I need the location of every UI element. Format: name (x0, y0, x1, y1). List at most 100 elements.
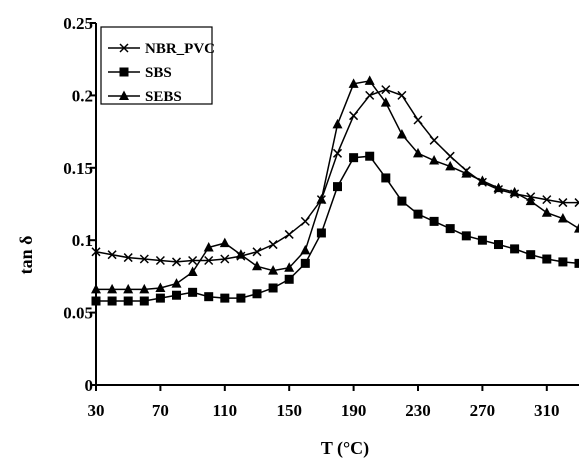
data-point-sbs (220, 293, 230, 303)
data-point-nbr-pvc (574, 198, 579, 208)
x-tick-label: 310 (534, 401, 560, 420)
data-point-sbs (252, 289, 262, 299)
x-tick-label: 230 (405, 401, 431, 420)
data-point-sbs (349, 153, 359, 163)
data-point-sebs (461, 168, 472, 178)
data-point-nbr-pvc (284, 229, 294, 239)
data-point-sebs (541, 207, 552, 217)
data-point-sebs (139, 283, 150, 294)
data-point-nbr-pvc (139, 254, 149, 264)
data-point-sbs (397, 196, 407, 206)
data-point-sbs (494, 240, 503, 250)
data-point-nbr-pvc (558, 198, 568, 208)
data-point-sebs (123, 283, 134, 294)
y-tick-label: 0.15 (63, 159, 93, 178)
legend: NBR_PVC SBS SEBS (100, 26, 215, 105)
series-line-sbs (96, 155, 579, 302)
legend-label-sbs: SBS (145, 65, 172, 81)
x-tick-label: 70 (152, 401, 169, 420)
y-axis-title: tan δ (16, 236, 36, 275)
y-tick-label: 0.1 (72, 231, 93, 250)
data-point-sbs (284, 274, 294, 284)
y-tick-label: 0 (85, 376, 94, 395)
data-point-nbr-pvc (397, 90, 407, 100)
data-point-sbs (413, 209, 423, 219)
x-tick-label: 190 (341, 401, 367, 420)
data-point-sebs (477, 175, 488, 185)
data-point-nbr-pvc (123, 253, 133, 263)
data-point-sbs (139, 296, 149, 306)
data-point-sbs (542, 254, 552, 264)
data-point-sebs (525, 195, 536, 206)
data-point-sbs (510, 244, 520, 254)
data-point-sbs (477, 235, 487, 245)
data-point-nbr-pvc (91, 247, 101, 257)
data-point-sebs (300, 244, 311, 255)
data-point-sebs (91, 283, 101, 294)
data-point-sebs (268, 265, 279, 275)
legend-marker-sbs (119, 67, 129, 77)
data-point-sebs (493, 182, 504, 193)
data-point-sbs (188, 287, 198, 297)
data-point-sebs (509, 186, 520, 197)
data-point-sbs (526, 250, 536, 260)
data-point-sbs (236, 293, 246, 303)
data-point-sebs (235, 249, 246, 259)
data-point-sbs (381, 173, 391, 183)
data-point-sbs (461, 231, 471, 241)
data-point-nbr-pvc (413, 115, 423, 125)
legend-marker-sebs (119, 90, 129, 100)
data-point-sbs (300, 258, 310, 268)
data-point-nbr-pvc (542, 195, 552, 205)
data-point-sbs (365, 151, 375, 161)
data-point-sbs (123, 296, 133, 306)
data-point-nbr-pvc (107, 250, 117, 260)
data-point-sbs (333, 182, 342, 192)
data-point-sebs (203, 241, 214, 252)
data-point-nbr-pvc (429, 135, 439, 145)
data-point-sbs (204, 292, 214, 302)
data-point-nbr-pvc (252, 247, 262, 257)
legend-label-sebs: SEBS (145, 89, 182, 105)
data-point-sbs (316, 228, 326, 238)
data-point-sebs (187, 266, 198, 277)
y-tick-label: 0.2 (72, 86, 93, 105)
data-point-nbr-pvc (220, 254, 230, 264)
x-axis-title: T (°C) (321, 438, 369, 459)
x-tick-label: 110 (213, 401, 238, 420)
data-point-sebs (445, 160, 456, 171)
data-point-sebs (364, 75, 375, 85)
series-line-nbr-pvc (95, 88, 579, 263)
series-sebs (91, 75, 579, 294)
data-point-sbs (429, 216, 439, 226)
x-tick-label: 150 (276, 401, 302, 420)
data-point-sebs (413, 147, 423, 158)
data-point-sebs (219, 237, 230, 248)
data-point-sebs (332, 118, 343, 129)
legend-label-nbr-pvc: NBR_PVC (145, 41, 215, 57)
data-point-nbr-pvc (300, 216, 310, 226)
y-tick-label: 0.05 (63, 304, 93, 323)
data-point-nbr-pvc (268, 240, 278, 250)
data-point-sebs (348, 78, 359, 88)
x-tick-label: 30 (88, 401, 105, 420)
data-point-sebs (284, 262, 295, 272)
series-layer (91, 75, 579, 306)
data-point-sebs (380, 97, 391, 107)
series-nbr-pvc (91, 85, 579, 267)
legend-marker-nbr-pvc (119, 43, 129, 53)
series-sbs (91, 151, 579, 306)
legend-box (100, 26, 213, 105)
data-point-nbr-pvc (204, 255, 214, 266)
data-point-sbs (268, 283, 278, 293)
data-point-nbr-pvc (171, 257, 182, 267)
data-point-nbr-pvc (332, 148, 343, 158)
data-point-sbs (155, 293, 165, 303)
data-point-sebs (574, 223, 579, 233)
y-tick-label: 0.25 (63, 14, 93, 33)
data-point-sebs (171, 278, 182, 288)
data-point-nbr-pvc (188, 255, 198, 266)
data-point-sebs (429, 155, 440, 165)
